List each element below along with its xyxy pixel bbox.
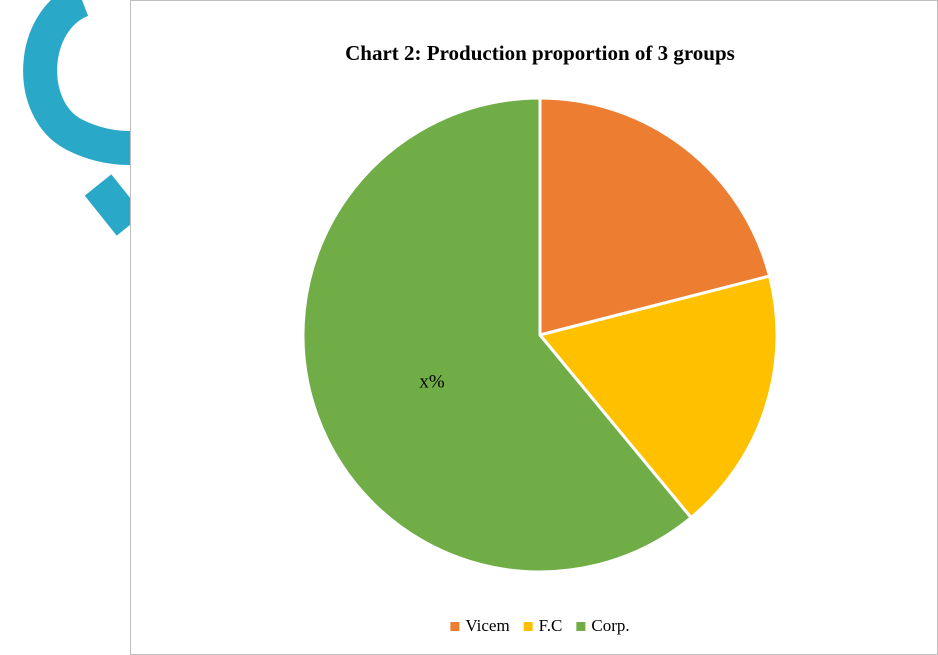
- legend-swatch: [576, 622, 586, 631]
- legend-label: Vicem: [465, 616, 509, 635]
- pie-slice: [538, 274, 779, 520]
- watermark-stroke: [84, 174, 144, 236]
- legend-label: Corp.: [591, 616, 629, 635]
- legend-label: F.C: [539, 616, 563, 635]
- legend: Vicem F.C Corp.: [450, 616, 630, 635]
- pie-slice: [538, 96, 772, 337]
- pie: [301, 96, 779, 574]
- legend-swatch: [450, 622, 460, 631]
- legend-swatch: [523, 622, 533, 631]
- data-annotation: x%: [419, 371, 445, 392]
- chart-title: Chart 2: Production proportion of 3 grou…: [345, 41, 735, 65]
- watermark-arc: [23, 0, 131, 165]
- pie-slice: [301, 96, 693, 574]
